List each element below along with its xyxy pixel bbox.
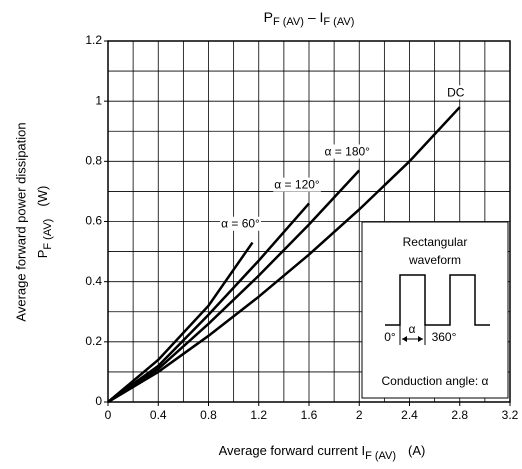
waveform	[385, 274, 490, 326]
y-tick-label: 1	[95, 93, 102, 107]
inset-caption: Conduction angle: α	[381, 374, 488, 388]
y-tick-label: 1.2	[85, 33, 102, 47]
y-tick-label: 0.4	[85, 274, 102, 288]
x-tick-label: 1.6	[301, 408, 318, 422]
inset-label: 360°	[432, 330, 457, 344]
inset-label: α	[409, 322, 416, 336]
x-tick-label: 0	[105, 408, 112, 422]
curve-label-bg	[323, 144, 372, 159]
curve-label-bg	[446, 85, 466, 100]
arrow-head	[402, 336, 423, 342]
x-tick-label: 0.4	[150, 408, 167, 422]
inset-label: 0°	[384, 330, 396, 344]
x-tick-label: 3.2	[502, 408, 519, 422]
curve-label: DC	[447, 85, 465, 99]
chart-title: PF (AV) – IF (AV)	[264, 9, 355, 28]
y-tick-label: 0.2	[85, 334, 102, 348]
y-tick-label: 0.6	[85, 214, 102, 228]
curve	[107, 202, 310, 404]
curve	[107, 241, 254, 403]
y-axis-label: Average forward power dissipation	[13, 122, 28, 321]
inset-title: waveform	[408, 253, 461, 267]
x-tick-label: 0.8	[200, 408, 217, 422]
x-tick-label: 2.8	[451, 408, 468, 422]
curve-label: α = 60°	[221, 217, 260, 231]
y-tick-label: 0	[95, 394, 102, 408]
x-axis-label: Average forward current IF (AV) (A)	[219, 443, 426, 461]
y-axis-label-symbol: PF (AV)(W)	[35, 186, 53, 259]
inset-box	[361, 221, 509, 399]
curve	[107, 106, 461, 404]
y-tick-label: 0.8	[85, 154, 102, 168]
x-tick-label: 1.2	[250, 408, 267, 422]
curve-label-bg	[220, 216, 262, 231]
curve-label: α = 180°	[325, 145, 371, 159]
curve-label: α = 120°	[274, 178, 320, 192]
inset-title: Rectangular	[403, 235, 468, 249]
inset: Rectangular waveform 0° α 360° Conductio…	[361, 221, 509, 399]
curve-label-bg	[273, 177, 321, 192]
x-tick-label: 2	[356, 408, 363, 422]
x-tick-label: 2.4	[401, 408, 418, 422]
curve	[107, 169, 361, 404]
